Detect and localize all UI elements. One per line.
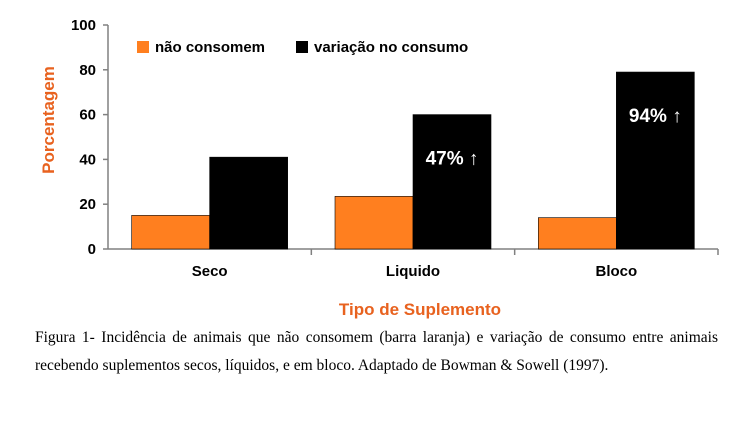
category-label-bloco: Bloco bbox=[595, 263, 637, 280]
plot-area: 0 20 40 60 80 100 Seco Liquido Bloco 47% ↑ 94% ↑ bbox=[71, 17, 719, 280]
y-axis-label: Porcentagem bbox=[39, 66, 58, 174]
bar-chart: Porcentagem Tipo de Suplemento não conso… bbox=[39, 17, 719, 319]
y-tick-label: 0 bbox=[88, 241, 96, 258]
y-tick-label: 60 bbox=[79, 107, 96, 124]
legend-label-variacao-no-consumo: variação no consumo bbox=[314, 39, 468, 56]
bar-bloco-series-1 bbox=[616, 71, 695, 250]
legend-swatch-nao-consomem bbox=[137, 41, 149, 53]
annotation-liquido: 47% ↑ bbox=[426, 149, 479, 170]
bar-seco-series-0 bbox=[131, 215, 210, 250]
bar-bloco-series-0 bbox=[538, 217, 617, 250]
legend-label-nao-consomem: não consomem bbox=[155, 39, 265, 56]
annotation-bloco: 94% ↑ bbox=[629, 106, 682, 127]
category-label-liquido: Liquido bbox=[386, 263, 440, 280]
legend: não consomem variação no consumo bbox=[137, 39, 468, 56]
y-tick-label: 20 bbox=[79, 196, 96, 213]
y-tick-label: 40 bbox=[79, 151, 96, 168]
legend-swatch-variacao-no-consumo bbox=[296, 41, 308, 53]
bar-liquido-series-0 bbox=[334, 196, 414, 250]
bar-liquido-series-1 bbox=[412, 114, 492, 250]
y-tick-label: 100 bbox=[71, 17, 96, 34]
y-tick-label: 80 bbox=[79, 62, 96, 79]
category-label-seco: Seco bbox=[192, 263, 228, 280]
x-axis-label: Tipo de Suplemento bbox=[339, 300, 501, 319]
figure-caption: Figura 1- Incidência de animais que não … bbox=[35, 329, 718, 374]
bar-seco-series-1 bbox=[209, 156, 288, 250]
